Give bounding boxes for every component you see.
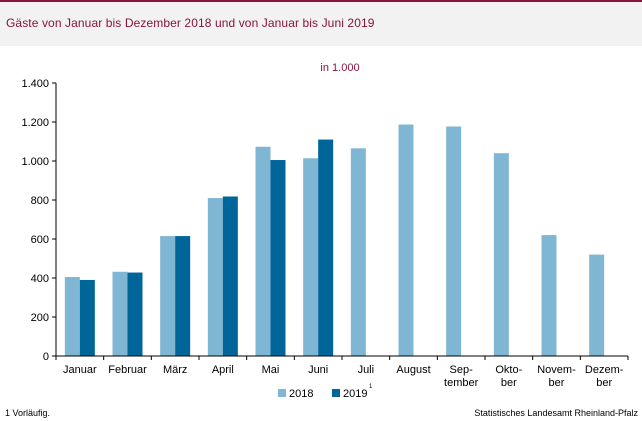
x-tick-label: März	[163, 364, 187, 376]
y-tick-label: 600	[31, 234, 49, 246]
y-tick-label: 1.000	[21, 156, 49, 168]
bar-2018-Dezem-ber	[589, 254, 605, 356]
x-tick-label: Mai	[262, 364, 280, 376]
y-tick-label: 1.400	[21, 78, 49, 90]
bars-group	[64, 124, 605, 356]
bar-2018-April	[207, 198, 223, 356]
y-tick-label: 1.200	[21, 117, 49, 129]
legend-label-2019: 2019	[343, 388, 367, 400]
y-axis: 0 200 400 600 800 1.000 1.200 1.400	[21, 78, 57, 363]
bar-2018-Juni	[303, 158, 319, 356]
bar-2018-August	[398, 124, 414, 356]
bar-2019-Juni	[318, 139, 334, 356]
bar-2018-Okto-ber	[493, 153, 509, 356]
bar-2019-Januar	[79, 279, 95, 356]
bar-2019-März	[175, 236, 191, 356]
source-note: Statistisches Landesamt Rheinland-Pfalz	[474, 408, 638, 418]
legend-swatch-2018	[278, 389, 286, 397]
x-tick-label: Okto-	[495, 364, 522, 376]
x-tick-label: August	[396, 364, 430, 376]
bar-2018-Mai	[255, 146, 271, 356]
x-tick-label: Juni	[308, 364, 328, 376]
x-tick-label: tember	[444, 377, 479, 389]
bar-2019-April	[222, 196, 238, 356]
x-tick-label: Sep-	[450, 364, 474, 376]
x-tick-label: Februar	[108, 364, 147, 376]
legend-footnote-marker: 1	[369, 384, 373, 390]
bar-2018-Juli	[350, 148, 366, 356]
bar-chart: in 1.000 0 200 400 600 800 1.000 1.200 1.400 Ja…	[5, 62, 638, 418]
x-tick-label: ber	[596, 377, 612, 389]
header-bar: Gäste von Januar bis Dezember 2018 und v…	[0, 2, 642, 46]
x-tick-label: Juli	[358, 364, 375, 376]
bar-2018-Sep-tember	[446, 126, 462, 356]
y-tick-label: 800	[31, 195, 49, 207]
legend-swatch-2019	[332, 389, 340, 397]
bar-2018-März	[160, 236, 176, 356]
x-tick-label: ber	[501, 377, 517, 389]
bar-2018-Novem-ber	[541, 235, 557, 356]
bar-2018-Februar	[112, 271, 128, 356]
x-tick-label: Novem-	[537, 364, 576, 376]
bar-2019-Februar	[127, 272, 143, 356]
bar-2019-Mai	[270, 160, 286, 356]
footnote: 1 Vorläufig.	[5, 408, 50, 418]
x-tick-label: Dezem-	[585, 364, 624, 376]
x-tick-label: ber	[549, 377, 565, 389]
bar-2018-Januar	[64, 277, 80, 356]
x-tick-label: April	[212, 364, 234, 376]
chart-title: Gäste von Januar bis Dezember 2018 und v…	[6, 16, 375, 30]
y-tick-label: 200	[31, 312, 49, 324]
y-tick-label: 400	[31, 273, 49, 285]
x-axis: Januar Februar März April Mai Juni Juli August S…	[55, 355, 629, 389]
legend-label-2018: 2018	[289, 388, 313, 400]
x-tick-label: Januar	[63, 364, 97, 376]
y-tick-label: 0	[43, 351, 49, 363]
top-rule	[0, 0, 642, 2]
unit-label: in 1.000	[320, 62, 359, 74]
chart-panel: in 1.000 0 200 400 600 800 1.000 1.200 1.400 Ja…	[0, 46, 642, 421]
